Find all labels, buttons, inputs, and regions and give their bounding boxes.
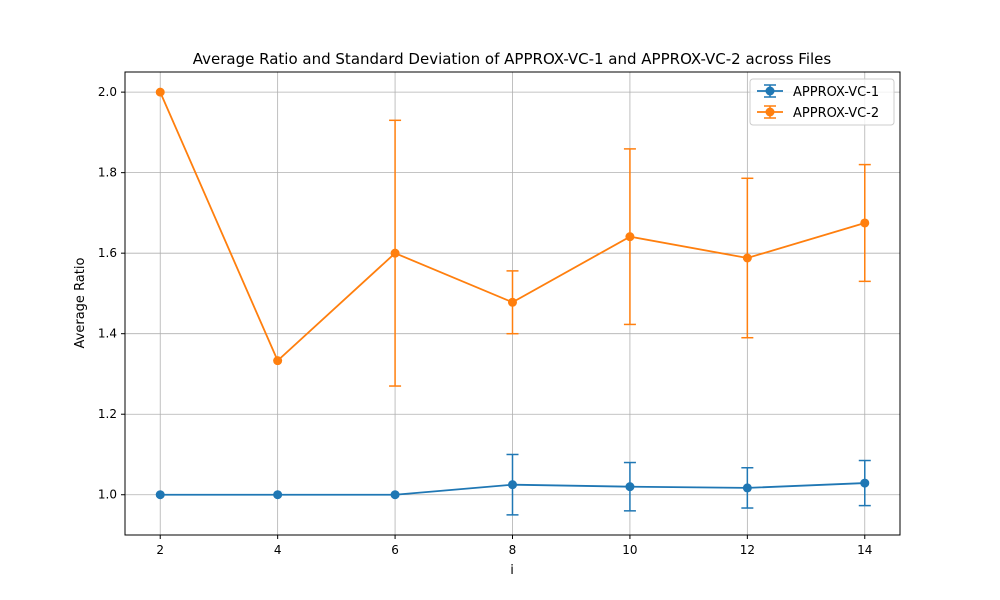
series-2 bbox=[155, 87, 871, 387]
y-tick-label: 1.4 bbox=[98, 327, 117, 341]
y-tick-label: 1.2 bbox=[98, 407, 117, 421]
data-point bbox=[625, 482, 635, 492]
series-1 bbox=[155, 453, 871, 516]
data-point bbox=[625, 232, 635, 242]
legend-marker bbox=[765, 86, 775, 96]
y-tick-label: 1.6 bbox=[98, 246, 117, 260]
legend-label: APPROX-VC-1 bbox=[793, 85, 879, 100]
y-axis-label: Average Ratio bbox=[73, 258, 88, 349]
data-point bbox=[155, 87, 165, 97]
chart-title: Average Ratio and Standard Deviation of … bbox=[193, 50, 832, 68]
data-point bbox=[508, 297, 517, 307]
data-point bbox=[508, 480, 517, 490]
x-tick-label: 4 bbox=[274, 543, 282, 557]
x-tick-label: 8 bbox=[509, 543, 517, 557]
legend-label: APPROX-VC-2 bbox=[793, 106, 879, 121]
x-tick-label: 2 bbox=[156, 543, 164, 557]
y-tick-label: 2.0 bbox=[98, 85, 117, 99]
data-point bbox=[742, 253, 752, 263]
x-tick-label: 6 bbox=[391, 543, 399, 557]
data-point bbox=[742, 483, 752, 493]
data-point bbox=[860, 218, 870, 228]
series-layer bbox=[155, 87, 871, 516]
data-point bbox=[860, 478, 870, 488]
y-tick-label: 1.0 bbox=[98, 488, 117, 502]
x-tick-label: 12 bbox=[740, 543, 755, 557]
legend-box bbox=[749, 78, 895, 126]
y-tick-label: 1.8 bbox=[98, 166, 117, 180]
data-point bbox=[390, 248, 400, 258]
data-point bbox=[390, 490, 400, 500]
legend-marker bbox=[765, 107, 775, 117]
legend: APPROX-VC-1 APPROX-VC-2 bbox=[749, 78, 895, 126]
legend-entry: APPROX-VC-1 bbox=[757, 84, 879, 100]
data-point bbox=[155, 490, 165, 500]
x-axis-label: i bbox=[510, 563, 514, 578]
data-point bbox=[273, 490, 283, 500]
x-tick-label: 10 bbox=[622, 543, 637, 557]
ticks: 2 4 6 8 10 12 14 1.0 1.2 1.4 1.6 1.8 2.0 bbox=[98, 85, 873, 557]
data-point bbox=[273, 356, 283, 366]
x-tick-label: 14 bbox=[857, 543, 872, 557]
legend-entry: APPROX-VC-2 bbox=[757, 105, 879, 121]
